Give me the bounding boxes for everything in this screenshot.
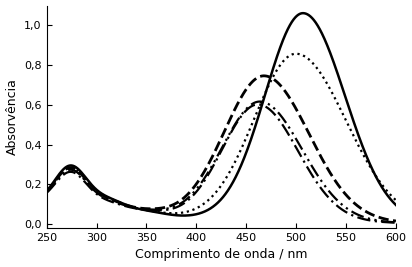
Y-axis label: Absorvência: Absorvência (5, 78, 19, 155)
X-axis label: Comprimento de onda / nm: Comprimento de onda / nm (135, 249, 307, 261)
